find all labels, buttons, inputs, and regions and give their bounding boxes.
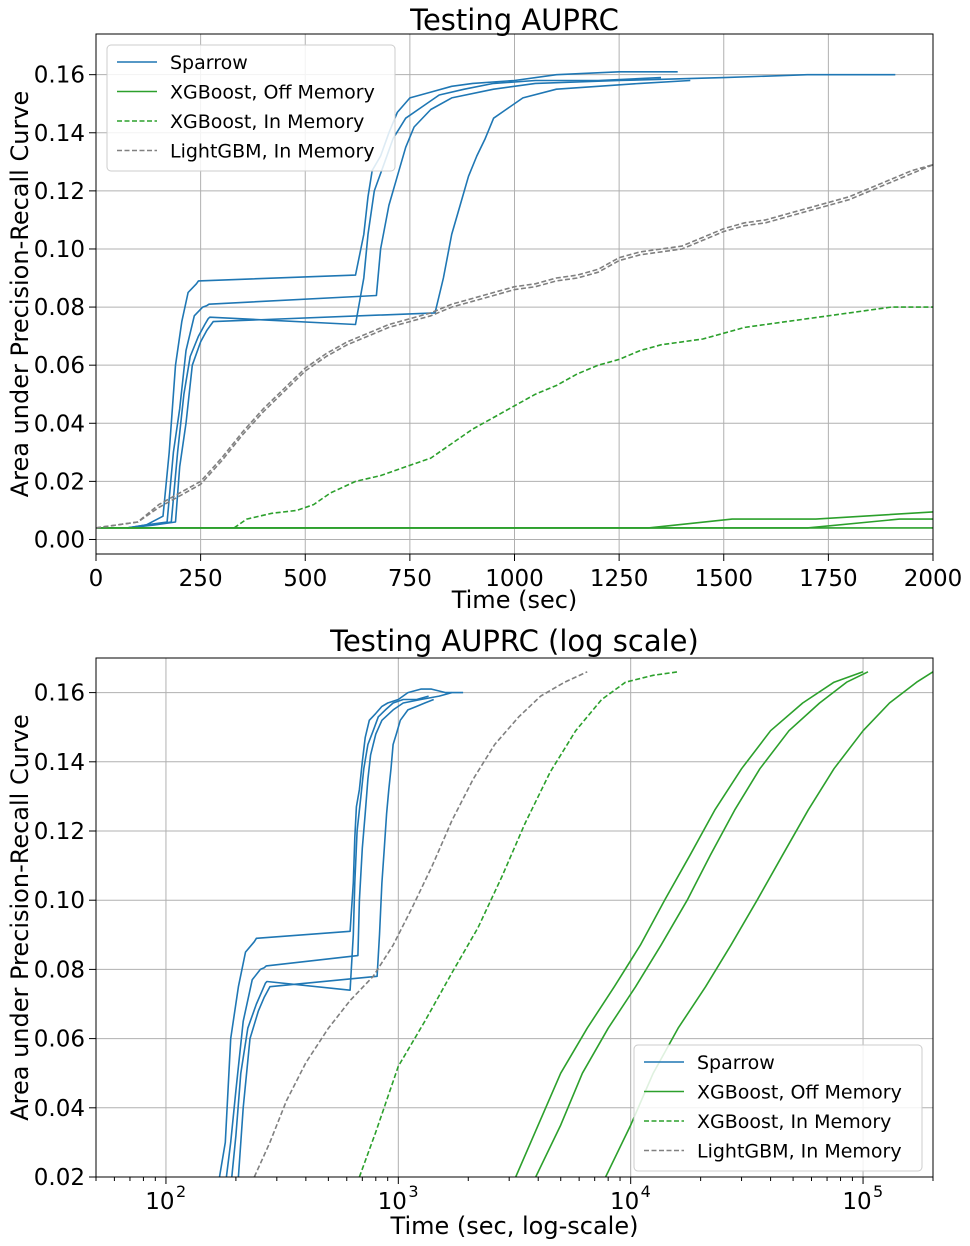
chart-panel-1: 0 250 500 750 1000 1250 1500 1750 2000 0.00 0.02 0.… [6,3,962,614]
x-tick-label: 1000 [485,566,544,592]
series-line-sparrow-solid-2 [231,695,429,1177]
y-tick-label: 0.08 [34,957,85,983]
legend-label: LightGBM, In Memory [170,141,375,163]
y-tick-label: 0.16 [34,681,85,707]
x-tick-label: 500 [283,566,327,592]
x-tick-label: 250 [179,566,223,592]
x-tick-label: 10 [378,1189,407,1215]
x-tick-label: 10 [842,1189,871,1215]
x-tick-label: 2000 [904,566,963,592]
y-tick-label: 0.12 [34,179,85,205]
series-line-lightgbm-in-memory-8 [96,163,933,529]
x-axis-label: Time (sec) [451,586,578,614]
series-line-xgboost-in-memory-7 [233,306,933,529]
y-tick-label: 0.10 [34,237,85,263]
y-tick-label: 0.04 [34,411,85,437]
x-axis-label: Time (sec, log-scale) [390,1212,639,1240]
series-line-sparrow-solid-0 [218,688,464,1177]
series-line-sparrow-solid-0 [127,71,678,529]
series-line-lightgbm-in-memory-8 [253,671,588,1177]
y-tick-label: 0.16 [34,63,85,89]
legend-label: LightGBM, In Memory [697,1141,902,1163]
x-tick-exponent: 5 [873,1182,883,1201]
legend-label: XGBoost, Off Memory [170,82,375,104]
y-tick-label: 0.02 [34,469,85,495]
series-line-sparrow-solid-1 [127,73,896,529]
legend-label: XGBoost, In Memory [697,1111,891,1133]
legend: Sparrow XGBoost, Off Memory XGBoost, In Me… [633,1044,923,1172]
y-tick-label: 0.14 [34,750,85,776]
legend-label: Sparrow [697,1052,775,1074]
y-tick-label: 0.10 [34,888,85,914]
series-lines [96,71,933,529]
legend-label: XGBoost, Off Memory [697,1082,902,1104]
series-line-xgboost-solid-4 [514,671,864,1177]
x-tick-exponent: 3 [408,1182,418,1201]
x-tick-exponent: 2 [176,1182,186,1201]
legend-label: Sparrow [170,52,248,74]
x-tick-label: 10 [610,1189,639,1215]
chart-title: Testing AUPRC [409,3,619,37]
chart-title: Testing AUPRC (log scale) [329,624,699,658]
x-tick-label: 1500 [694,566,753,592]
y-tick-label: 0.06 [34,1027,85,1053]
series-line-lightgbm-in-memory-9 [96,163,933,529]
grid [95,34,934,554]
y-tick-label: 0.08 [34,295,85,321]
y-axis-label: Area under Precision-Recall Curve [6,91,34,498]
y-tick-label: 0.12 [34,819,85,845]
series-line-sparrow-solid-3 [237,698,434,1177]
legend-label: XGBoost, In Memory [170,111,364,133]
y-tick-label: 0.06 [34,353,85,379]
series-line-sparrow-solid-3 [127,79,691,529]
plot-frame [95,657,934,1178]
chart-panel-2: 10 2 10 3 10 4 10 50.020.040.060.080.100.120.14… [6,624,934,1240]
y-tick-label: 0.02 [34,1165,85,1191]
legend-box [633,1044,923,1172]
series-line-sparrow-solid-2 [127,76,662,529]
x-tick-label: 750 [388,566,432,592]
x-tick-label: 1250 [590,566,649,592]
x-tick-label: 10 [145,1189,174,1215]
x-tick-exponent: 4 [641,1182,651,1201]
x-tick-label: 0 [89,566,104,592]
x-tick-label: 1750 [799,566,858,592]
series-line-xgboost-solid-5 [534,671,869,1177]
legend-box [106,44,396,172]
legend: Sparrow XGBoost, Off Memory XGBoost, In Me… [106,44,396,172]
y-axis-label: Area under Precision-Recall Curve [6,714,34,1121]
y-tick-label: 0.00 [34,527,85,553]
y-tick-label: 0.04 [34,1096,85,1122]
y-tick-label: 0.14 [34,121,85,147]
series-line-xgboost-in-memory-7 [358,671,679,1177]
series-line-sparrow-solid-1 [225,691,453,1177]
